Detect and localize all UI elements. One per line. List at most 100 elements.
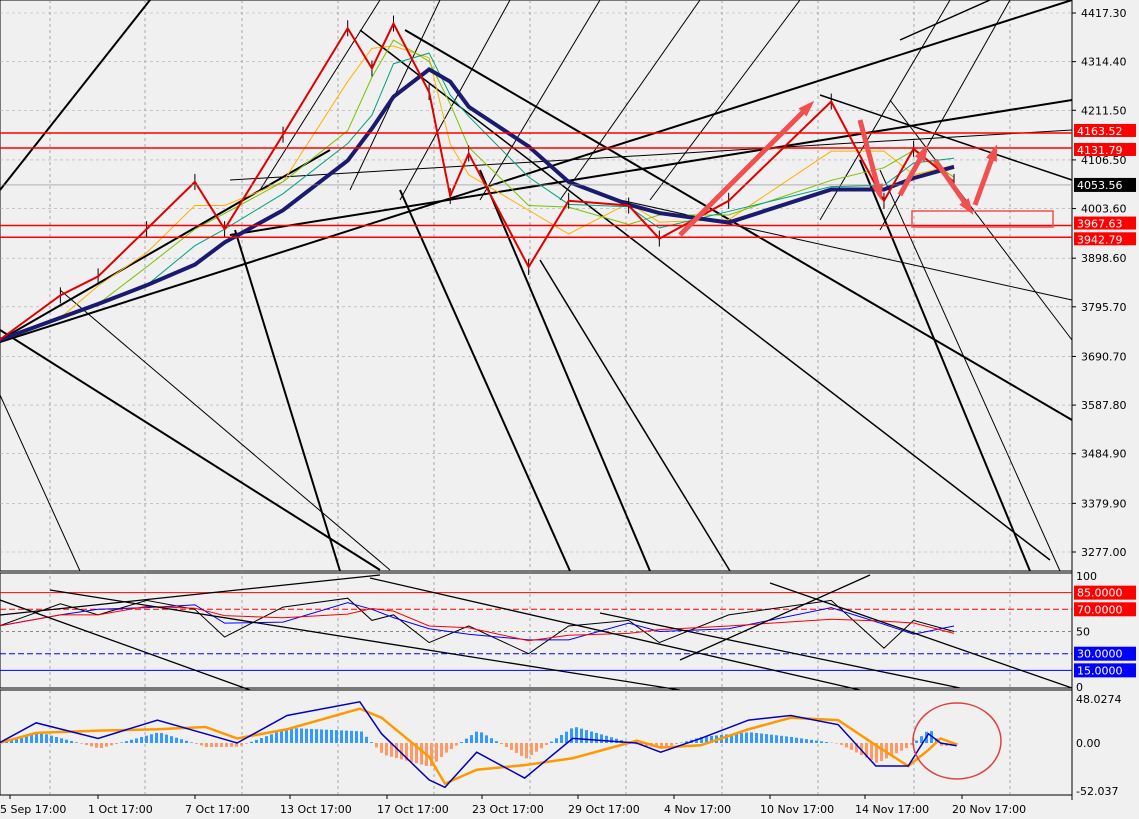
macd-histogram-bar: [70, 741, 73, 743]
macd-histogram-bar: [390, 743, 393, 757]
macd-histogram-bar: [450, 743, 453, 750]
macd-histogram-bar: [260, 738, 263, 743]
macd-histogram-bar: [610, 737, 613, 743]
macd-histogram-bar: [150, 734, 153, 743]
macd-histogram-bar: [800, 738, 803, 743]
arrow-head-icon: [871, 183, 883, 201]
macd-histogram-bar: [170, 736, 173, 743]
macd-histogram-bar: [825, 742, 828, 743]
macd-histogram-bar: [165, 734, 168, 743]
macd-histogram-bar: [475, 731, 478, 743]
macd-histogram-bar: [810, 739, 813, 743]
y-tick-label: 4417.30: [1081, 7, 1127, 20]
trendline: [819, 0, 951, 221]
macd-histogram-bar: [525, 743, 528, 759]
current-price-badge: [1074, 177, 1136, 192]
macd-histogram-bar: [605, 735, 608, 743]
macd-histogram-bar: [10, 739, 13, 743]
macd-histogram-bar: [360, 731, 363, 743]
y-tick-label: 3795.70: [1081, 301, 1127, 314]
trendline: [0, 394, 81, 572]
price-level-label: 3942.79: [1077, 233, 1123, 246]
macd-histogram-bar: [340, 730, 343, 743]
macd-histogram-bar: [860, 743, 863, 756]
slow-moving-average-line: [0, 66, 955, 343]
macd-histogram-bar: [110, 743, 113, 746]
macd-histogram-bar: [905, 743, 908, 749]
macd-histogram-bar: [300, 728, 303, 743]
moving-average-line: [0, 39, 955, 341]
macd-signal-line: [0, 707, 958, 786]
trendline: [59, 289, 391, 571]
y-tick-label: 3690.70: [1081, 350, 1127, 363]
macd-histogram-bar: [480, 732, 483, 743]
macd-histogram-bar: [710, 735, 713, 743]
oscillator-level-badge: [1074, 646, 1136, 661]
zigzag-line: [0, 21, 955, 341]
oscillator-trendline: [0, 574, 381, 616]
macd-histogram-bar: [795, 737, 798, 743]
macd-histogram-bar: [355, 731, 358, 743]
macd-histogram-bar: [785, 736, 788, 743]
macd-histogram-bar: [920, 736, 923, 743]
macd-histogram-bar: [700, 737, 703, 743]
macd-histogram-bar: [665, 743, 668, 747]
macd-histogram-bar: [55, 736, 58, 743]
x-tick-label: 4 Nov 17:00: [664, 803, 731, 816]
macd-histogram-bar: [105, 743, 108, 747]
macd-histogram-bar: [500, 743, 503, 745]
macd-histogram-bar: [820, 741, 823, 743]
trendline: [359, 29, 1051, 561]
macd-histogram-bar: [445, 743, 448, 753]
price-level-label: 3967.63: [1077, 218, 1123, 231]
macd-histogram-bar: [295, 728, 298, 743]
oscillator-slow-line: [0, 605, 955, 642]
macd-histogram-bar: [30, 733, 33, 743]
macd-histogram-bar: [365, 736, 368, 743]
macd-histogram-bar: [685, 741, 688, 743]
macd-histogram-bar: [175, 737, 178, 743]
oscillator-trendline: [0, 599, 251, 691]
macd-histogram-bar: [60, 738, 63, 743]
macd-histogram-bar: [915, 740, 918, 743]
macd-histogram-bar: [870, 743, 873, 761]
macd-histogram-bar: [745, 732, 748, 743]
macd-histogram-bar: [535, 743, 538, 752]
macd-tick-label: -52.037: [1076, 785, 1118, 798]
macd-histogram-bar: [540, 743, 543, 749]
arrow-head-icon: [798, 100, 815, 117]
current-price-label: 4053.56: [1077, 179, 1123, 192]
x-tick-label: 20 Nov 17:00: [952, 803, 1026, 816]
macd-histogram-bar: [385, 743, 388, 756]
macd-histogram-bar: [900, 743, 903, 751]
macd-histogram-bar: [750, 732, 753, 743]
price-level-label: 4163.52: [1077, 125, 1123, 138]
macd-histogram-bar: [735, 733, 738, 743]
macd-histogram-bar: [485, 735, 488, 743]
macd-histogram-bar: [510, 743, 513, 750]
macd-histogram-bar: [235, 743, 238, 747]
macd-histogram-bar: [420, 743, 423, 765]
macd-histogram-bar: [335, 730, 338, 743]
macd-histogram-bar: [255, 739, 258, 743]
oscillator-level-label: 30.0000: [1077, 648, 1123, 661]
macd-histogram-bar: [940, 743, 943, 746]
macd-histogram-bar: [410, 743, 413, 762]
macd-histogram-bar: [205, 743, 208, 748]
macd-histogram-bar: [270, 734, 273, 743]
macd-histogram-bar: [375, 743, 378, 748]
price-level-badge: [1074, 232, 1136, 246]
macd-histogram-bar: [285, 728, 288, 743]
macd-histogram-bar: [845, 743, 848, 748]
macd-histogram-bar: [600, 734, 603, 743]
annotation-arrow: [857, 119, 883, 196]
trendline: [229, 99, 1073, 236]
trendline: [259, 0, 381, 191]
macd-histogram-bar: [65, 739, 68, 743]
macd-histogram-bar: [330, 729, 333, 743]
macd-histogram-bar: [200, 743, 203, 746]
macd-histogram-bar: [775, 735, 778, 743]
macd-histogram-bar: [230, 743, 233, 747]
